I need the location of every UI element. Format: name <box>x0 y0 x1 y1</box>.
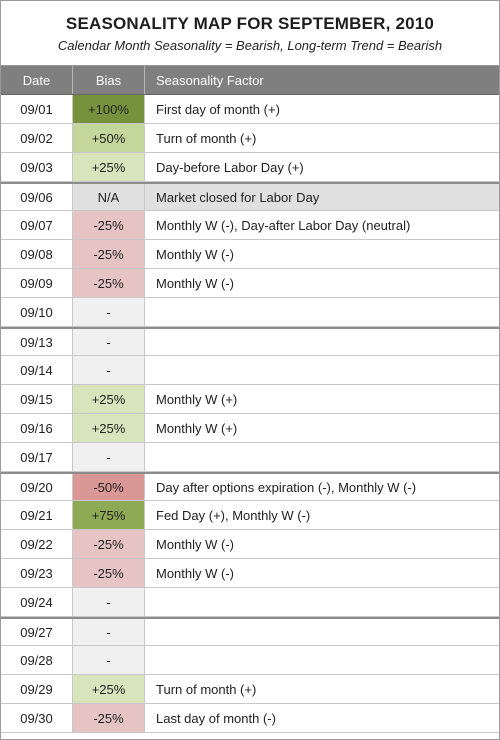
row-factor <box>145 619 499 645</box>
row-bias: -50% <box>73 474 145 500</box>
row-factor: Monthly W (-) <box>156 536 234 552</box>
row-factor: Monthly W (+) <box>156 391 238 407</box>
row-bias: +25% <box>73 153 145 181</box>
table-row: 09/28- <box>1 646 499 675</box>
row-factor: Fed Day (+), Monthly W (-) <box>156 507 311 523</box>
row-bias: -25% <box>73 211 145 239</box>
table-row: 09/13- <box>1 327 499 356</box>
row-date: 09/15 <box>1 385 73 413</box>
row-factor: Last day of month (-) <box>156 710 276 726</box>
table-row: 09/09 -25% Monthly W (-) <box>1 269 499 298</box>
row-bias: - <box>73 329 145 355</box>
row-bias: +25% <box>73 385 145 413</box>
row-date: 09/08 <box>1 240 73 268</box>
table-row: 09/01 +100% First day of month (+) <box>1 95 499 124</box>
row-bias: N/A <box>73 184 145 210</box>
row-factor <box>145 298 499 326</box>
table-body: 09/01 +100% First day of month (+) 09/02 +50… <box>1 95 499 733</box>
row-factor <box>145 588 499 616</box>
table-row: 09/21 +75% Fed Day (+), Monthly W (-) <box>1 501 499 530</box>
row-date: 09/20 <box>1 474 73 500</box>
row-bias: - <box>73 356 145 384</box>
row-date: 09/22 <box>1 530 73 558</box>
table-row: 09/15 +25% Monthly W (+) <box>1 385 499 414</box>
row-date: 09/13 <box>1 329 73 355</box>
table-row: 09/29 +25% Turn of month (+) <box>1 675 499 704</box>
seasonality-table: Date Bias Seasonality Factor 09/01 +100% F… <box>1 66 499 733</box>
row-bias: -25% <box>73 269 145 297</box>
table-row: 09/08 -25% Monthly W (-) <box>1 240 499 269</box>
row-bias: +25% <box>73 675 145 703</box>
row-date: 09/03 <box>1 153 73 181</box>
table-row: 09/10- <box>1 298 499 327</box>
row-bias: -25% <box>73 530 145 558</box>
row-factor <box>145 356 499 384</box>
row-bias: - <box>73 298 145 326</box>
table-row: 09/14- <box>1 356 499 385</box>
row-date: 09/09 <box>1 269 73 297</box>
page-subtitle: Calendar Month Seasonality = Bearish, Lo… <box>57 38 443 53</box>
row-factor <box>145 443 499 471</box>
table-row: 09/17- <box>1 443 499 472</box>
row-factor: Monthly W (-), Day-after Labor Day (neut… <box>156 217 411 233</box>
row-date: 09/23 <box>1 559 73 587</box>
title-block: SEASONALITY MAP FOR SEPTEMBER, 2010 Cale… <box>1 1 499 66</box>
table-header-row: Date Bias Seasonality Factor <box>1 66 499 95</box>
row-factor <box>145 329 499 355</box>
row-factor: Day after options expiration (-), Monthl… <box>156 479 417 495</box>
row-date: 09/28 <box>1 646 73 674</box>
header-date: Date <box>1 66 73 94</box>
table-row: 09/22 -25% Monthly W (-) <box>1 530 499 559</box>
row-date: 09/24 <box>1 588 73 616</box>
table-row: 09/27- <box>1 617 499 646</box>
row-date: 09/30 <box>1 704 73 732</box>
row-factor: Monthly W (+) <box>156 420 238 436</box>
row-factor: Monthly W (-) <box>156 275 234 291</box>
row-bias: - <box>73 646 145 674</box>
row-bias: - <box>73 443 145 471</box>
page-title: SEASONALITY MAP FOR SEPTEMBER, 2010 <box>65 14 435 33</box>
row-date: 09/06 <box>1 184 73 210</box>
row-date: 09/21 <box>1 501 73 529</box>
row-date: 09/02 <box>1 124 73 152</box>
row-date: 09/14 <box>1 356 73 384</box>
row-factor <box>145 646 499 674</box>
table-row: 09/02 +50% Turn of month (+) <box>1 124 499 153</box>
table-row: 09/07 -25% Monthly W (-), Day-after Labor … <box>1 211 499 240</box>
row-bias: -25% <box>73 240 145 268</box>
table-row: 09/03 +25% Day-before Labor Day (+) <box>1 153 499 182</box>
row-bias: - <box>73 588 145 616</box>
row-bias: - <box>73 619 145 645</box>
row-factor: Market closed for Labor Day <box>145 184 499 210</box>
row-bias: +100% <box>73 95 145 123</box>
row-factor: Turn of month (+) <box>156 130 257 146</box>
table-row: 09/24- <box>1 588 499 617</box>
row-bias: -25% <box>73 559 145 587</box>
row-bias: +75% <box>73 501 145 529</box>
row-bias: -25% <box>73 704 145 732</box>
row-date: 09/29 <box>1 675 73 703</box>
header-factor: Seasonality Factor <box>156 72 264 88</box>
table-row: 09/23 -25% Monthly W (-) <box>1 559 499 588</box>
row-factor: Monthly W (-) <box>156 565 234 581</box>
table-row: 09/30 -25% Last day of month (-) <box>1 704 499 733</box>
row-factor: Monthly W (-) <box>156 246 234 262</box>
row-date: 09/27 <box>1 619 73 645</box>
row-date: 09/07 <box>1 211 73 239</box>
table-row: 09/06 N/A Market closed for Labor Day <box>1 182 499 211</box>
row-date: 09/01 <box>1 95 73 123</box>
table-row: 09/16 +25% Monthly W (+) <box>1 414 499 443</box>
row-date: 09/10 <box>1 298 73 326</box>
row-factor: Day-before Labor Day (+) <box>156 159 304 175</box>
table-row: 09/20 -50% Day after options expiration (-… <box>1 472 499 501</box>
row-bias: +50% <box>73 124 145 152</box>
row-factor: First day of month (+) <box>156 101 280 117</box>
header-bias: Bias <box>73 66 145 94</box>
row-date: 09/16 <box>1 414 73 442</box>
row-date: 09/17 <box>1 443 73 471</box>
row-bias: +25% <box>73 414 145 442</box>
row-factor: Turn of month (+) <box>156 681 257 697</box>
